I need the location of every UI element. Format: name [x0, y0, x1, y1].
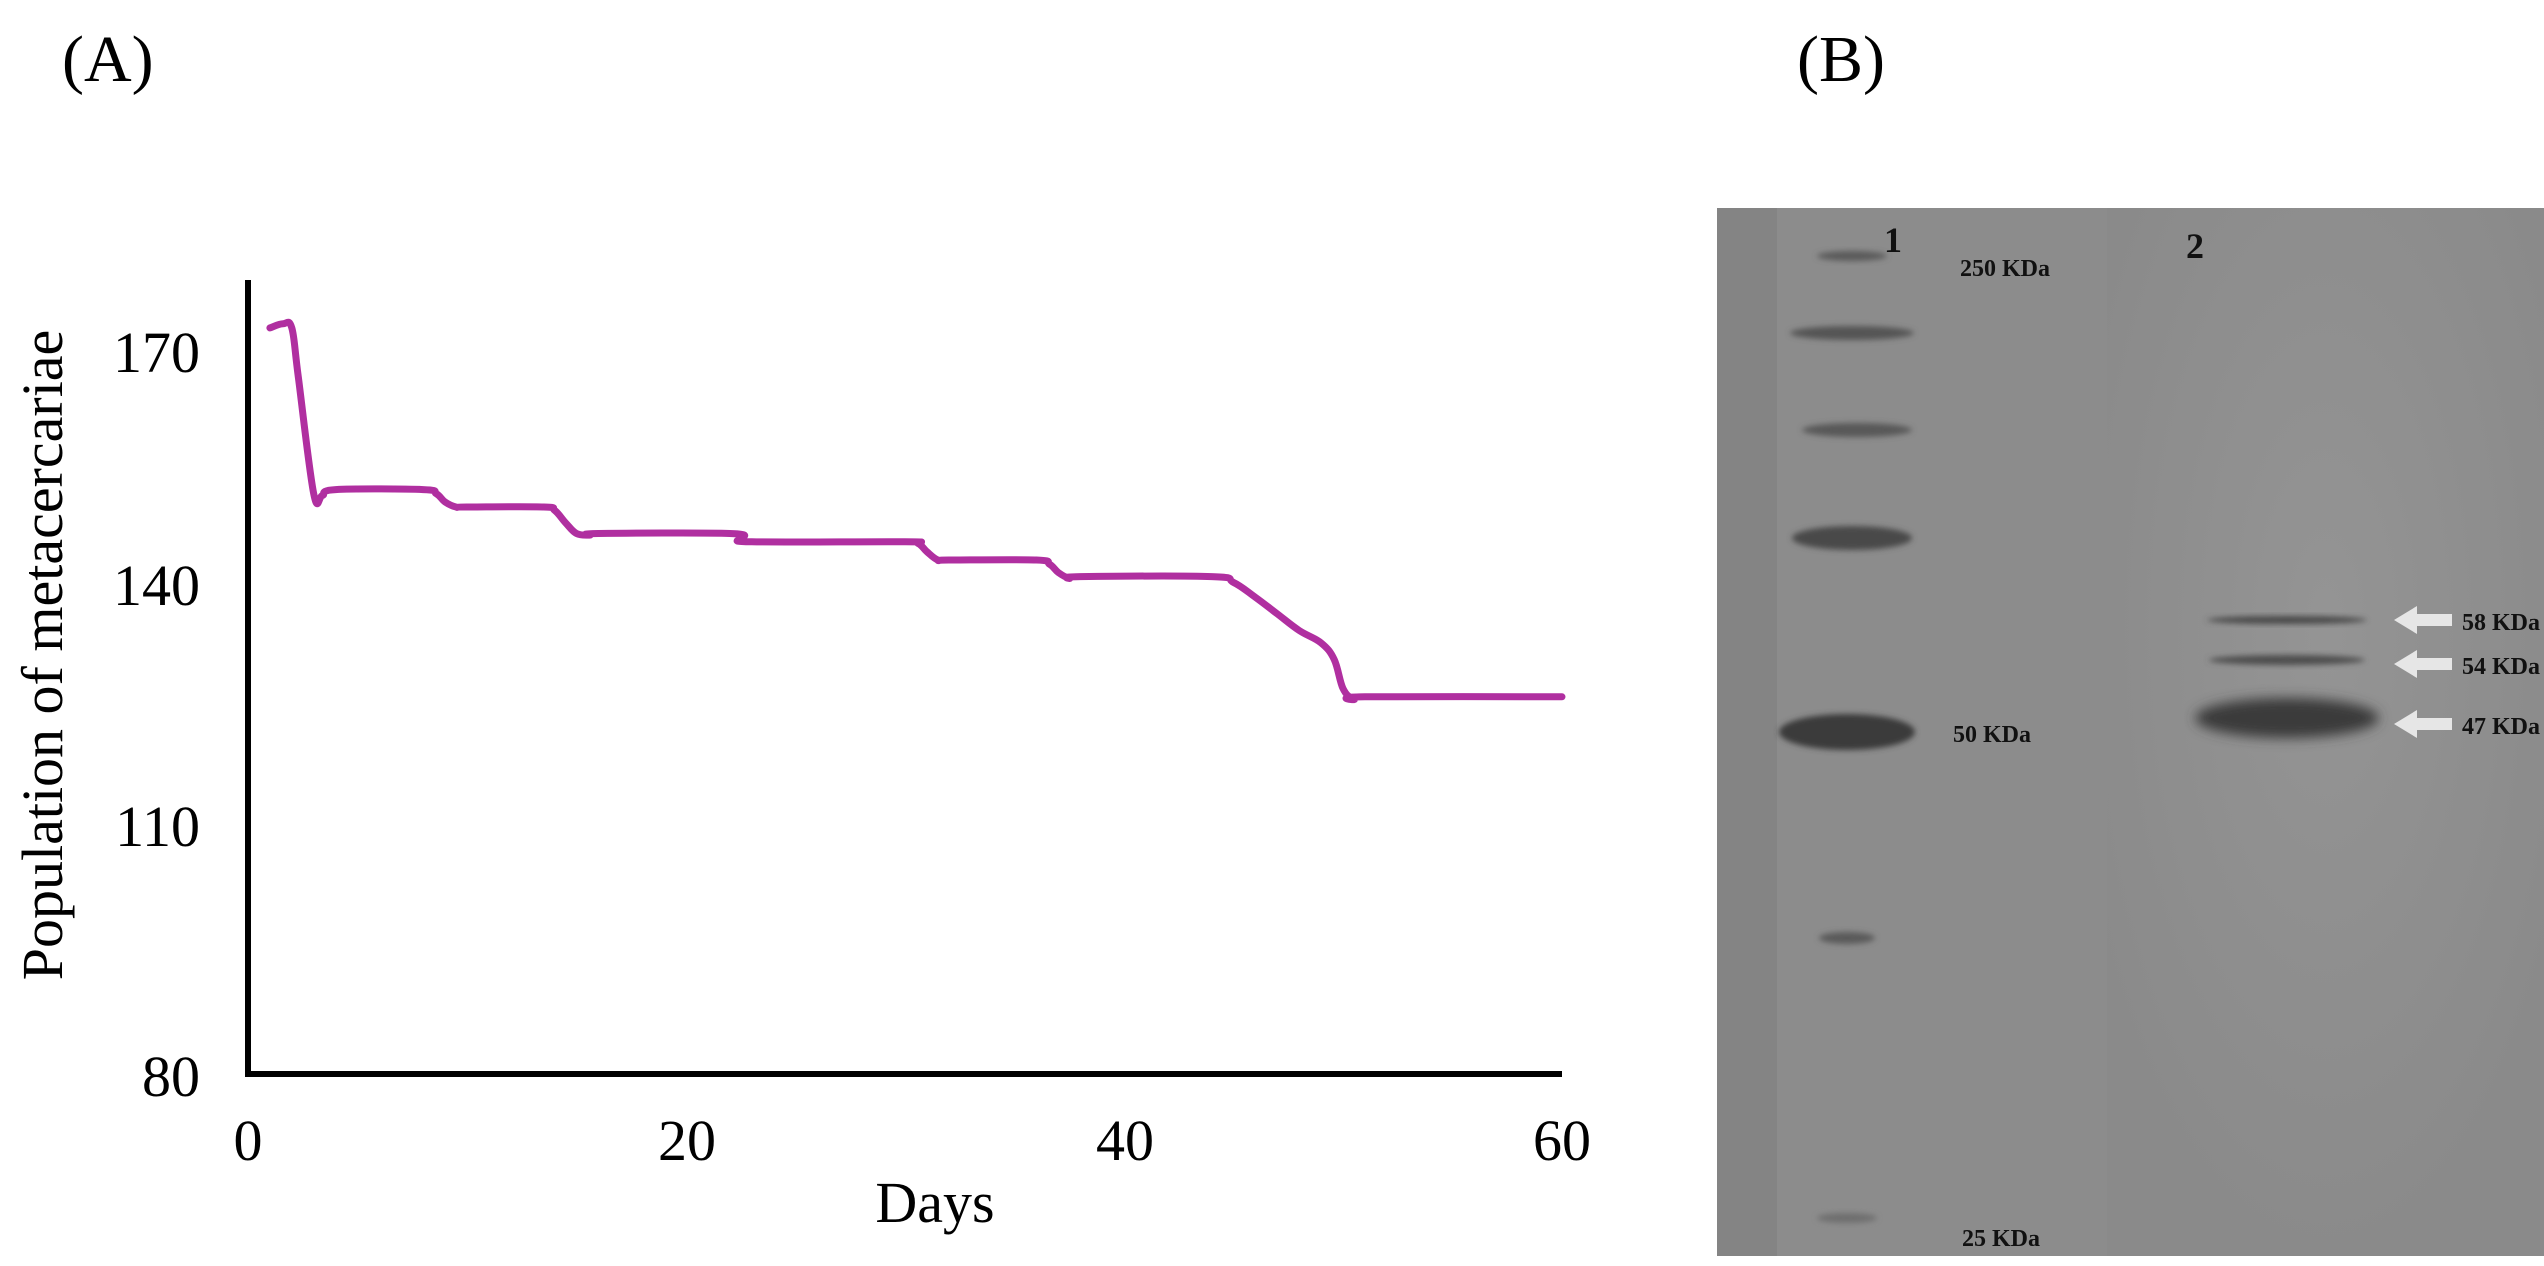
left-arrow-icon [2394, 606, 2452, 634]
x-tick-label: 60 [1533, 1108, 1591, 1173]
sample-band-58 [2207, 616, 2367, 624]
x-tick-label: 20 [658, 1108, 716, 1173]
ladder-label: 25 KDa [1962, 1226, 2040, 1252]
ladder-label: 250 KDa [1960, 256, 2050, 282]
line-chart: 80 110 140 170 0 20 40 60 Days Populatio… [10, 280, 1591, 1235]
band-label: 58 KDa [2462, 610, 2540, 636]
ladder-band [1779, 714, 1915, 750]
ladder-band [1792, 526, 1912, 550]
y-tick-label: 140 [113, 553, 200, 618]
x-axis-label: Days [875, 1170, 994, 1235]
ladder-band [1802, 423, 1912, 437]
sample-band-54 [2209, 655, 2365, 665]
left-arrow-icon [2394, 650, 2452, 678]
x-tick-label: 0 [234, 1108, 263, 1173]
y-tick-label: 170 [113, 320, 200, 385]
gel-graphic: 1 2 250 KDa 50 KDa 25 KDa 58 KDa 54 KDa … [1717, 208, 2544, 1256]
band-label: 54 KDa [2462, 654, 2540, 680]
y-axis-label: Population of metacercariae [10, 330, 75, 981]
y-tick-label: 110 [115, 794, 200, 859]
left-shadow [1717, 208, 1777, 1256]
panel-b-label: (B) [1797, 23, 1885, 96]
ladder-band [1817, 251, 1887, 261]
x-tick-label: 40 [1096, 1108, 1154, 1173]
ladder-label: 50 KDa [1953, 722, 2031, 748]
gel-image: 1 2 250 KDa 50 KDa 25 KDa 58 KDa 54 KDa … [1717, 208, 2544, 1256]
ladder-band [1817, 1213, 1877, 1223]
y-tick-label: 80 [142, 1044, 200, 1109]
lane-label: 2 [2186, 226, 2204, 266]
ladder-band [1819, 932, 1875, 944]
panel-a-label: (A) [62, 23, 154, 96]
ladder-band [1790, 326, 1914, 340]
band-label: 47 KDa [2462, 714, 2540, 740]
sample-band-47 [2195, 698, 2379, 738]
left-arrow-icon [2394, 710, 2452, 738]
lane-label: 1 [1884, 220, 1902, 260]
population-series-line [266, 318, 1566, 704]
